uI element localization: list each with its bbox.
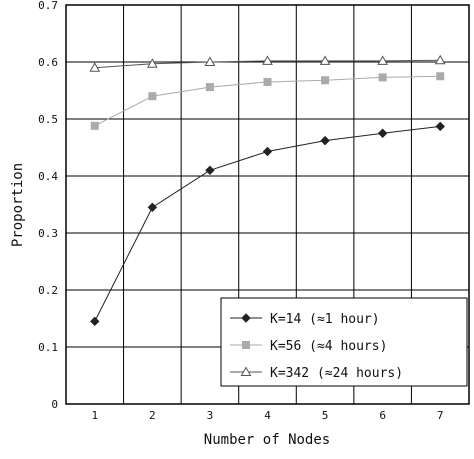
legend-label: K=14 (≈1 hour) [270, 312, 380, 327]
x-tick-label: 2 [149, 409, 156, 422]
legend-item: K=342 (≈24 hours) [230, 366, 403, 381]
legend-box [220, 297, 468, 387]
legend-label: K=342 (≈24 hours) [270, 366, 403, 381]
x-axis-ticks: 1 2 3 4 5 6 7 [91, 409, 443, 422]
data-point [89, 62, 101, 72]
legend-item: K=14 (≈1 hour) [230, 312, 380, 327]
x-tick-label: 4 [264, 409, 271, 422]
y-tick-label: 0 [51, 398, 58, 411]
data-point [434, 54, 446, 65]
data-point [377, 55, 388, 65]
data-point [90, 121, 99, 130]
data-point [262, 146, 273, 157]
legend: K=14 (≈1 hour) K=56 (≈4 hours) K=342 (≈24 … [220, 297, 468, 387]
legend-marker [241, 313, 251, 323]
x-tick-label: 1 [91, 409, 98, 422]
data-point [90, 316, 100, 327]
data-point [435, 121, 445, 132]
y-tick-label: 0.3 [38, 227, 58, 240]
series-layer [89, 54, 446, 327]
x-tick-label: 3 [207, 409, 214, 422]
y-tick-label: 0.6 [38, 56, 58, 69]
y-tick-label: 0.2 [38, 284, 58, 297]
x-tick-label: 6 [379, 409, 386, 422]
data-point [147, 58, 158, 68]
plot-frame [65, 4, 470, 405]
y-axis-label: Proportion [10, 163, 26, 247]
data-point [320, 135, 330, 146]
data-point [378, 73, 387, 82]
y-tick-label: 0.1 [38, 341, 58, 354]
legend-marker [242, 341, 250, 349]
series-triangle [89, 54, 446, 72]
data-point [205, 165, 215, 176]
data-point [148, 92, 157, 101]
y-tick-label: 0.5 [38, 113, 58, 126]
y-axis-ticks: 0 0.1 0.2 0.3 0.4 0.5 0.6 0.7 [38, 0, 58, 411]
x-tick-label: 7 [437, 409, 444, 422]
data-point [377, 128, 388, 138]
legend-marker [240, 366, 252, 376]
data-point [205, 83, 214, 92]
data-point [321, 76, 330, 85]
legend-label: K=56 (≈4 hours) [270, 339, 387, 354]
x-tick-label: 5 [322, 409, 329, 422]
y-tick-label: 0.4 [38, 170, 58, 183]
data-point [204, 56, 216, 66]
x-axis-label: Number of Nodes [204, 432, 330, 448]
legend-item: K=56 (≈4 hours) [230, 339, 387, 354]
series-square [90, 72, 445, 130]
data-point [262, 55, 273, 65]
data-point [319, 55, 331, 65]
series-diamond [90, 121, 445, 327]
data-point [436, 72, 445, 81]
data-point [147, 202, 158, 213]
y-tick-label: 0.7 [38, 0, 58, 12]
data-point [263, 77, 272, 86]
